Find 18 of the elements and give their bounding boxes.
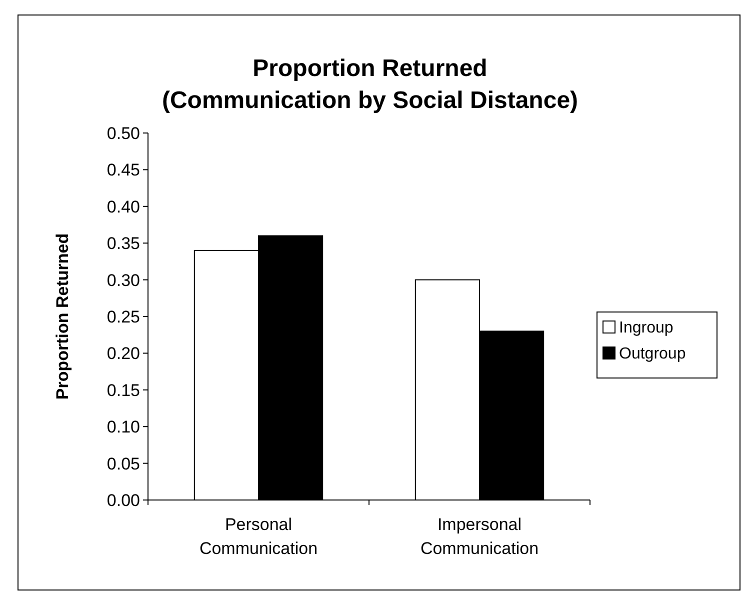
y-tick-label: 0.05: [106, 454, 140, 474]
y-tick-label: 0.00: [106, 490, 140, 510]
y-tick-label: 0.20: [106, 344, 140, 364]
legend-label: Ingroup: [619, 320, 674, 337]
legend-label: Outgroup: [619, 346, 686, 363]
y-tick-label: 0.25: [106, 307, 140, 326]
y-tick-label: 0.40: [106, 197, 140, 216]
y-tick-label: 0.45: [106, 160, 140, 180]
chart-subtitle: (Communication by Social Distance): [162, 87, 578, 114]
y-tick-label: 0.50: [106, 124, 140, 143]
x-tick-label: Personal Communication: [199, 515, 318, 558]
y-tick-label: 0.10: [106, 418, 140, 437]
y-axis-title: Proportion Returned: [53, 233, 72, 400]
x-tick-label: Impersonal Communication: [420, 515, 539, 558]
y-tick-label: 0.15: [106, 380, 140, 400]
y-tick-label: 0.35: [106, 234, 140, 254]
y-tick-label: 0.30: [106, 270, 140, 290]
chart-title: Proportion Returned: [252, 55, 488, 82]
